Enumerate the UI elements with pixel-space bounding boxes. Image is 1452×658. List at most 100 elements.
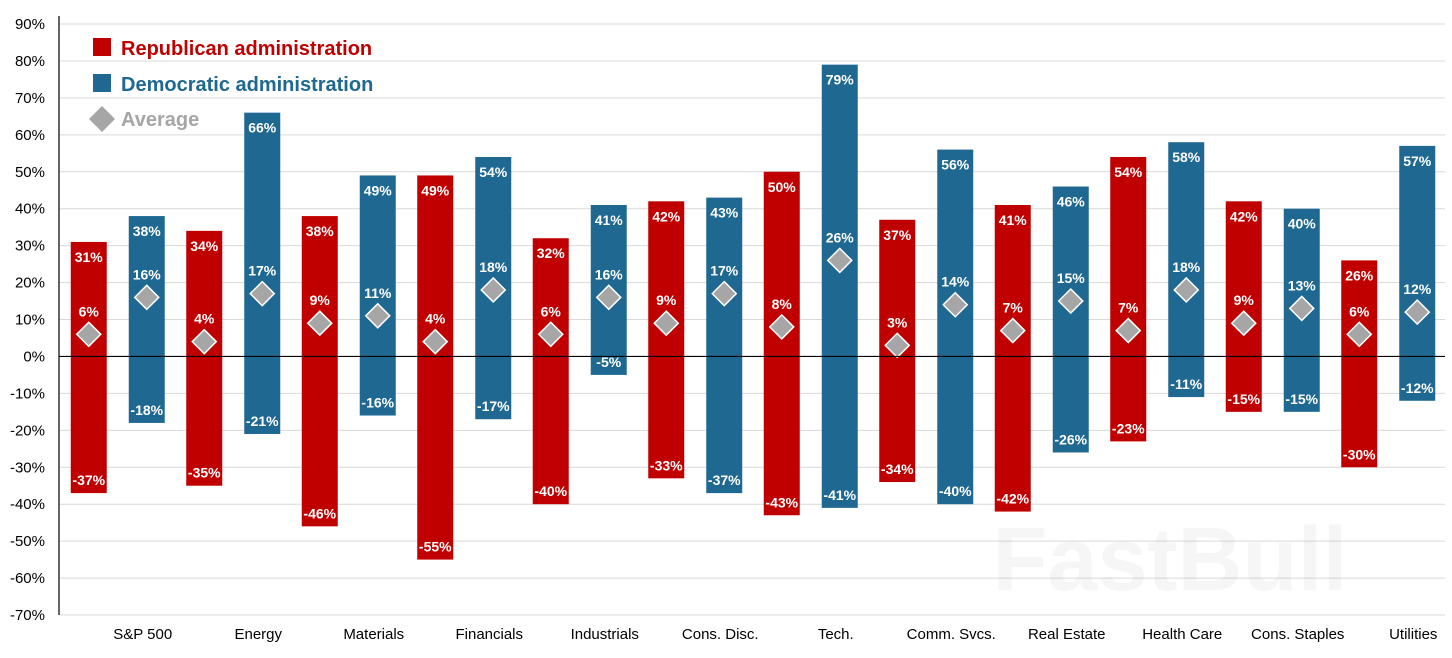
x-tick-label: Industrials	[571, 626, 639, 643]
max-label: 54%	[479, 164, 508, 180]
democratic-range-bar	[1399, 145, 1436, 401]
min-label: -35%	[188, 465, 221, 481]
republican-bar-group: 34% -35% 4%	[186, 230, 223, 486]
min-label: -5%	[596, 354, 621, 370]
y-tick-label: 70%	[15, 90, 45, 107]
y-tick-label: -20%	[10, 422, 45, 439]
republican-bar-group: 26% -30% 6%	[1341, 260, 1378, 468]
average-marker	[249, 280, 276, 307]
republican-range-bar	[648, 201, 685, 479]
x-tick-label: S&P 500	[113, 626, 172, 643]
democratic-range-bar	[937, 149, 974, 505]
democratic-range-bar	[1168, 142, 1205, 398]
y-tick-label: -30%	[10, 459, 45, 476]
democratic-range-bar	[128, 216, 165, 423]
y-tick-label: 80%	[15, 53, 45, 70]
average-label: 9%	[656, 292, 677, 308]
x-tick-label: Financials	[455, 626, 523, 643]
average-marker	[191, 328, 218, 355]
max-label: 43%	[710, 205, 739, 221]
max-label: 54%	[1114, 164, 1143, 180]
democratic-bar-group: 43% -37% 17%	[706, 197, 743, 494]
average-marker	[537, 321, 564, 348]
average-marker	[1115, 317, 1142, 344]
y-tick-label: 0%	[23, 348, 45, 365]
min-label: -15%	[1285, 391, 1318, 407]
democratic-bar-group: 38% -18% 16%	[128, 216, 165, 423]
average-marker	[306, 310, 333, 337]
y-tick-label: 20%	[15, 275, 45, 292]
average-marker	[422, 328, 449, 355]
y-axis-ticks: -70% -60% -50% -40% -30% -20% -10% 0% 10% 20% 30% 4…	[10, 16, 45, 624]
average-label: 8%	[772, 296, 793, 312]
x-axis-labels: S&P 500 Energy Materials Financials Industri…	[113, 626, 1437, 643]
max-label: 49%	[421, 182, 450, 198]
max-label: 50%	[768, 179, 797, 195]
min-label: -17%	[477, 398, 510, 414]
min-label: -40%	[939, 483, 972, 499]
x-tick-label: Health Care	[1142, 626, 1222, 643]
democratic-range-bar	[821, 64, 858, 508]
max-label: 42%	[1230, 208, 1259, 224]
max-label: 49%	[364, 182, 393, 198]
min-label: -55%	[419, 539, 452, 555]
average-label: 26%	[826, 229, 855, 245]
republican-bar-group: 49% -55% 4%	[417, 175, 454, 560]
average-marker	[133, 284, 160, 311]
max-label: 79%	[826, 72, 855, 88]
democratic-range-bar	[359, 175, 396, 416]
bars: 31% -37% 6% 38% -18% 16% 34% -35% 4% 66% -21% 17% 38…	[70, 64, 1436, 560]
legend: Republican administration Democratic adm…	[89, 38, 373, 132]
republican-bar-group: 37% -34% 3%	[879, 219, 916, 483]
min-label: -16%	[361, 395, 394, 411]
republican-range-bar	[417, 175, 454, 560]
y-tick-label: 60%	[15, 127, 45, 144]
max-label: 57%	[1403, 153, 1432, 169]
democratic-bar-group: 66% -21% 17%	[244, 112, 281, 435]
max-label: 40%	[1288, 216, 1317, 232]
average-label: 6%	[79, 303, 100, 319]
average-marker	[1173, 276, 1200, 304]
min-label: -46%	[303, 505, 336, 521]
max-label: 56%	[941, 157, 970, 173]
republican-bar-group: 32% -40% 6%	[532, 238, 569, 505]
max-label: 42%	[652, 208, 681, 224]
min-label: -11%	[1170, 376, 1202, 392]
average-marker	[1404, 299, 1431, 326]
average-label: 16%	[595, 266, 624, 282]
min-label: -42%	[996, 491, 1029, 507]
democratic-bar-group: 56% -40% 14%	[937, 149, 974, 505]
average-marker	[999, 317, 1026, 344]
average-marker	[711, 280, 738, 307]
min-label: -41%	[823, 487, 856, 503]
y-tick-label: 50%	[15, 164, 45, 181]
democratic-range-bar	[244, 112, 281, 435]
average-marker	[1346, 321, 1373, 348]
max-label: 41%	[595, 212, 624, 228]
max-label: 46%	[1057, 194, 1086, 210]
republican-range-bar	[532, 238, 569, 505]
legend-swatch-republican	[93, 38, 111, 56]
democratic-bar-group: 57% -12% 12%	[1399, 145, 1436, 401]
average-marker	[942, 291, 969, 318]
min-label: -23%	[1112, 420, 1145, 436]
x-tick-label: Tech.	[818, 626, 854, 643]
y-tick-label: -10%	[10, 385, 45, 402]
max-label: 41%	[999, 212, 1028, 228]
republican-range-bar	[1110, 156, 1147, 442]
republican-range-bar	[763, 171, 800, 516]
min-label: -26%	[1054, 431, 1087, 447]
average-label: 3%	[887, 314, 908, 330]
average-marker	[1288, 295, 1315, 322]
average-label: 9%	[310, 292, 331, 308]
republican-bar-group: 41% -42% 7%	[994, 204, 1031, 512]
republican-range-bar	[70, 241, 107, 494]
average-marker	[595, 284, 622, 311]
average-label: 13%	[1288, 277, 1317, 293]
democratic-bar-group: 40% -15% 13%	[1283, 208, 1320, 412]
republican-range-bar	[1225, 201, 1262, 412]
average-marker	[480, 276, 507, 304]
average-label: 7%	[1003, 300, 1024, 316]
republican-bar-group: 50% -43% 8%	[763, 171, 800, 516]
